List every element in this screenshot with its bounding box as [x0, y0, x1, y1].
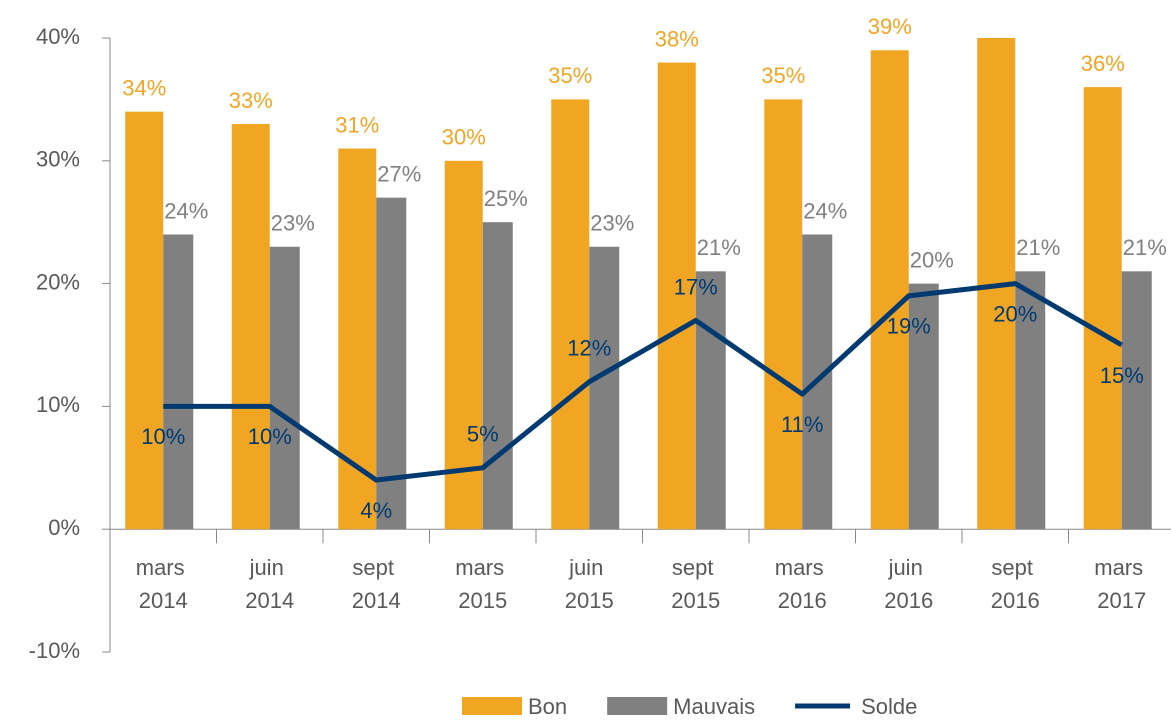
line-series: [163, 281, 1123, 483]
data-label: 33%: [229, 88, 273, 113]
data-label: 30%: [442, 125, 486, 150]
y-tick-label: -10%: [29, 638, 80, 663]
data-label: 11%: [781, 412, 823, 437]
data-label: 15%: [1100, 363, 1144, 388]
data-label: 27%: [377, 161, 421, 186]
x-tick-label: mars 2017: [1094, 555, 1149, 613]
bar: [338, 148, 377, 530]
data-label: 35%: [761, 63, 805, 88]
y-tick-label: 0%: [48, 515, 80, 540]
bar: [764, 99, 803, 530]
data-label: 38%: [655, 26, 699, 51]
legend-label: Mauvais: [673, 694, 755, 719]
bar: [657, 62, 696, 530]
legend-swatch: [462, 697, 522, 715]
data-label: 5%: [467, 422, 499, 447]
x-tick-label: juin 2016: [884, 555, 933, 613]
x-tick-label: sept 2014: [352, 555, 401, 613]
x-tick-label: juin 2014: [245, 555, 294, 613]
legend-label: Bon: [528, 694, 567, 719]
x-tick-label: sept 2016: [991, 555, 1040, 613]
x-tick-label: juin 2015: [565, 555, 614, 613]
data-label: 36%: [1081, 51, 1125, 76]
data-label: 17%: [674, 274, 718, 299]
bar: [231, 123, 270, 530]
y-tick-label: 20%: [36, 269, 80, 294]
x-tick-label: mars 2015: [455, 555, 510, 613]
data-label: 21%: [697, 235, 741, 260]
data-label: 21%: [1123, 235, 1167, 260]
data-label: 23%: [271, 211, 315, 236]
data-label: 34%: [122, 75, 166, 100]
data-label: 24%: [164, 198, 208, 223]
y-tick-label: 30%: [36, 147, 80, 172]
bar: [695, 271, 726, 530]
data-label: 23%: [590, 211, 634, 236]
data-label: 4%: [360, 498, 392, 523]
x-tick-label: mars 2014: [136, 555, 191, 613]
bar: [1083, 87, 1122, 530]
bar: [1015, 271, 1046, 530]
bar: [269, 246, 300, 530]
bar: [870, 50, 909, 530]
bar: [163, 234, 194, 530]
data-label: 10%: [248, 424, 292, 449]
data-label: 19%: [887, 314, 931, 339]
bar: [589, 246, 620, 530]
data-label: 24%: [803, 198, 847, 223]
data-label: 21%: [1016, 235, 1060, 260]
x-tick-label: mars 2016: [775, 555, 830, 613]
data-label: 25%: [484, 186, 528, 211]
bar: [551, 99, 590, 530]
bar: [1121, 271, 1152, 530]
data-label: 20%: [993, 301, 1037, 326]
y-tick-label: 10%: [36, 392, 80, 417]
legend-label: Solde: [861, 694, 917, 719]
data-label: 35%: [548, 63, 592, 88]
bar: [908, 283, 939, 530]
data-label: 20%: [910, 247, 954, 272]
data-label: 12%: [567, 336, 611, 361]
y-tick-label: 40%: [36, 24, 80, 49]
data-label: 31%: [335, 112, 379, 137]
bar: [482, 222, 513, 530]
legend-swatch: [607, 697, 668, 715]
data-label: 39%: [868, 14, 912, 39]
bar: [376, 197, 407, 530]
x-tick-label: sept 2015: [671, 555, 720, 613]
bar: [125, 111, 164, 530]
data-label: 10%: [141, 424, 185, 449]
